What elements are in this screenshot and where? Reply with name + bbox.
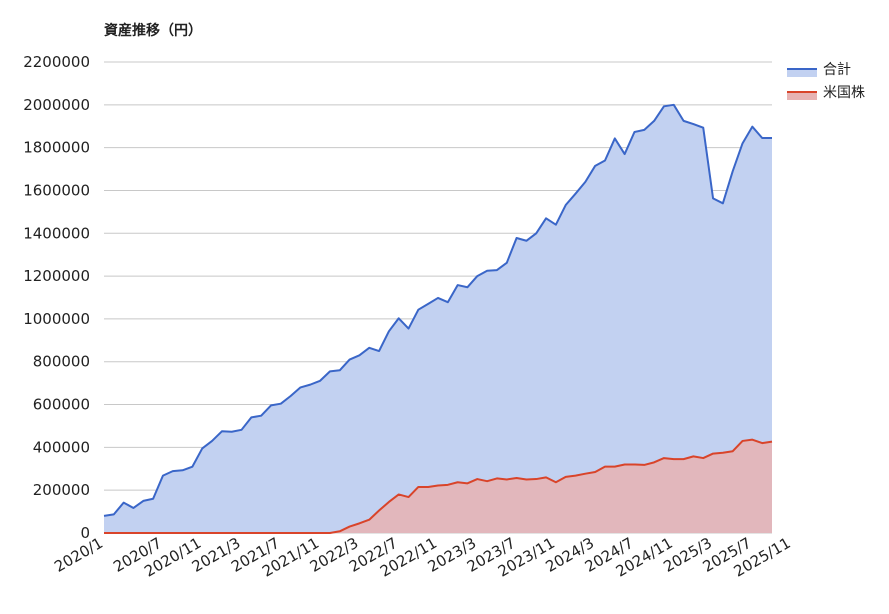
line-total bbox=[103, 103, 772, 517]
x-axis-ticks: 2020/1 2020/72020/112021/32021/72021/1120… bbox=[51, 534, 793, 581]
y-tick-label: 0 bbox=[80, 524, 90, 542]
legend-item-total: 合計 bbox=[787, 62, 851, 78]
series-lines bbox=[103, 103, 773, 534]
y-tick-label: 600000 bbox=[33, 396, 90, 414]
y-tick-label: 1800000 bbox=[23, 139, 90, 157]
chart-title: 資産推移（円） bbox=[104, 22, 202, 39]
y-tick-label: 800000 bbox=[33, 353, 90, 371]
legend-swatch-us-stocks bbox=[787, 92, 817, 100]
legend: 合計 米国株 bbox=[787, 62, 865, 101]
y-tick-label: 1000000 bbox=[23, 310, 90, 328]
line-us-stocks bbox=[104, 438, 773, 534]
y-tick-label: 1200000 bbox=[23, 267, 90, 285]
y-tick-label: 2200000 bbox=[23, 53, 90, 71]
y-tick-label: 1400000 bbox=[23, 224, 90, 242]
y-axis-ticks: 0 200000 400000 600000 800000 1000000 1200000 1… bbox=[23, 53, 90, 542]
y-tick-label: 200000 bbox=[33, 481, 90, 499]
legend-item-us-stocks: 米国株 bbox=[787, 85, 865, 101]
y-tick-label: 400000 bbox=[33, 438, 90, 456]
legend-swatch-total bbox=[787, 69, 817, 77]
x-tick-label: 2020/1 bbox=[51, 534, 106, 576]
y-tick-label: 1600000 bbox=[23, 181, 90, 199]
area-total bbox=[104, 104, 772, 533]
legend-label-us-stocks: 米国株 bbox=[823, 85, 865, 101]
legend-label-total: 合計 bbox=[823, 62, 851, 78]
y-tick-label: 2000000 bbox=[23, 96, 90, 114]
